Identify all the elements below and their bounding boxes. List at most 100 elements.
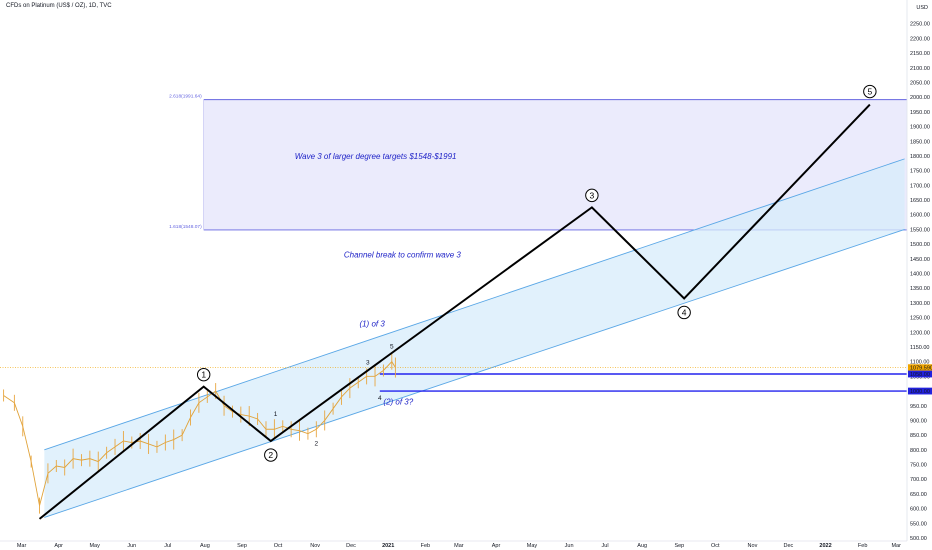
minor-wave-label: 5 — [390, 343, 394, 350]
level-badge-bg — [908, 370, 932, 378]
wave-label-circle — [585, 188, 599, 203]
x-tick-label: Apr — [54, 543, 63, 549]
y-tick-label: 1700.00 — [910, 183, 930, 189]
y-tick-label: 1900.00 — [910, 125, 930, 131]
y-tick-label: 600.00 — [910, 507, 927, 513]
x-tick-label: Dec — [346, 543, 356, 549]
chart-annotation: (2) of 3? — [383, 397, 413, 406]
y-tick-label: 1800.00 — [910, 154, 930, 160]
wave-label-circle — [196, 367, 211, 382]
y-tick-label: 1150.00 — [910, 345, 929, 351]
y-tick-label: 550.00 — [910, 521, 927, 527]
x-tick-label: Mar — [891, 543, 901, 549]
x-tick-label: May — [89, 543, 100, 549]
minor-wave-label: 1 — [274, 411, 278, 418]
x-tick-label: Aug — [200, 543, 210, 549]
wave-label-circle — [863, 84, 877, 99]
chart-annotation: (1) of 3 — [359, 319, 385, 328]
wave-label-circle — [264, 448, 278, 462]
minor-wave-label: 3 — [366, 360, 370, 367]
y-tick-label: 900.00 — [910, 418, 927, 424]
y-tick-label: 800.00 — [910, 448, 927, 454]
y-tick-label: 1600.00 — [910, 213, 930, 219]
y-tick-label: 2050.00 — [910, 80, 930, 86]
x-tick-label: 2021 — [382, 543, 394, 549]
y-tick-label: 1450.00 — [910, 257, 930, 263]
x-tick-label: 2022 — [819, 543, 831, 549]
wave-layer: 1 2 3 4 5 — [38, 84, 877, 520]
wave-label: 5 — [867, 87, 872, 97]
x-tick-label: Jun — [127, 543, 136, 549]
y-tick-label: 1850.00 — [910, 139, 930, 145]
channel-fill — [44, 158, 905, 518]
x-tick-label: Sep — [674, 543, 684, 549]
y-tick-label: 1400.00 — [910, 272, 930, 278]
wave-label: 2 — [268, 450, 273, 460]
x-tick-label: Jul — [164, 543, 171, 549]
channel-upper-line — [44, 158, 905, 451]
y-tick-label: 950.00 — [910, 404, 927, 410]
chart-title: CFDs on Platinum (US$ / OZ), 1D, TVC — [6, 3, 112, 9]
current-price-badge: 1079.590 — [910, 366, 932, 372]
y-tick-label: 2100.00 — [910, 66, 930, 72]
x-tick-label: Sep — [237, 543, 247, 549]
x-tick-label: Oct — [274, 543, 283, 549]
fib-level-label: 1.618(1548.07) — [169, 224, 202, 230]
price-layer — [3, 353, 396, 514]
x-tick-label: Nov — [748, 543, 758, 549]
y-tick-label: 1500.00 — [910, 242, 930, 248]
fib-level-label: 2.618(1991.64) — [169, 94, 202, 100]
y-tick-label: 1750.00 — [910, 169, 930, 175]
x-tick-label: May — [527, 543, 538, 549]
x-tick-label: Feb — [858, 543, 867, 549]
wave-label: 3 — [590, 190, 595, 200]
x-tick-label: Oct — [711, 543, 720, 549]
x-tick-label: Dec — [783, 543, 793, 549]
currency-label: USD — [916, 5, 928, 11]
elliott-wave-path — [38, 103, 871, 520]
x-tick-label: Mar — [17, 543, 27, 549]
x-tick-label: Nov — [310, 543, 320, 549]
y-tick-label: 1300.00 — [910, 301, 930, 307]
level-badge: 1000.00 — [910, 389, 930, 395]
y-tick-label: 1950.00 — [910, 110, 930, 116]
y-tick-label: 2000.00 — [910, 95, 930, 101]
wave-label: 4 — [682, 307, 687, 317]
current-price-badge-bg — [908, 364, 932, 372]
labels-layer: 1 2 3 4 5 Wave 3 of larger degree targets $15… — [274, 152, 462, 448]
y-tick-label: 1550.00 — [910, 227, 930, 233]
y-tick-label: 650.00 — [910, 492, 927, 498]
x-tick-label: Mar — [454, 543, 464, 549]
y-tick-label: 700.00 — [910, 477, 927, 483]
x-tick-label: Jun — [565, 543, 574, 549]
x-tick-label: Feb — [421, 543, 430, 549]
y-tick-label: 1100.00 — [910, 360, 929, 366]
x-tick-label: Jul — [602, 543, 609, 549]
price-series-line — [3, 360, 396, 506]
wave-label: 1 — [201, 370, 206, 380]
y-tick-label: 1350.00 — [910, 286, 930, 292]
x-tick-label: Apr — [492, 543, 501, 549]
wave-label-circle — [677, 305, 691, 320]
y-tick-label: 750.00 — [910, 463, 927, 469]
minor-wave-label: 2 — [314, 440, 318, 447]
y-tick-label: 850.00 — [910, 433, 927, 439]
levels-layer — [0, 367, 907, 392]
y-tick-label: 1250.00 — [910, 316, 930, 322]
y-tick-label: 1200.00 — [910, 330, 930, 336]
y-tick-label: 2250.00 — [910, 22, 930, 28]
level-badge: 1058.00 — [910, 372, 930, 378]
minor-wave-label: 4 — [378, 395, 382, 402]
price-axis-bg — [907, 0, 932, 550]
y-tick-label: 500.00 — [910, 536, 927, 542]
chart-annotation: Channel break to confirm wave 3 — [344, 250, 462, 259]
y-tick-label: 2150.00 — [910, 51, 930, 57]
x-tick-label: Aug — [637, 543, 647, 549]
y-tick-label: 2200.00 — [910, 36, 930, 42]
level-badge-bg — [908, 387, 932, 395]
chart-annotation: Wave 3 of larger degree targets $1548-$1… — [295, 152, 457, 161]
y-tick-label: 1650.00 — [910, 198, 930, 204]
